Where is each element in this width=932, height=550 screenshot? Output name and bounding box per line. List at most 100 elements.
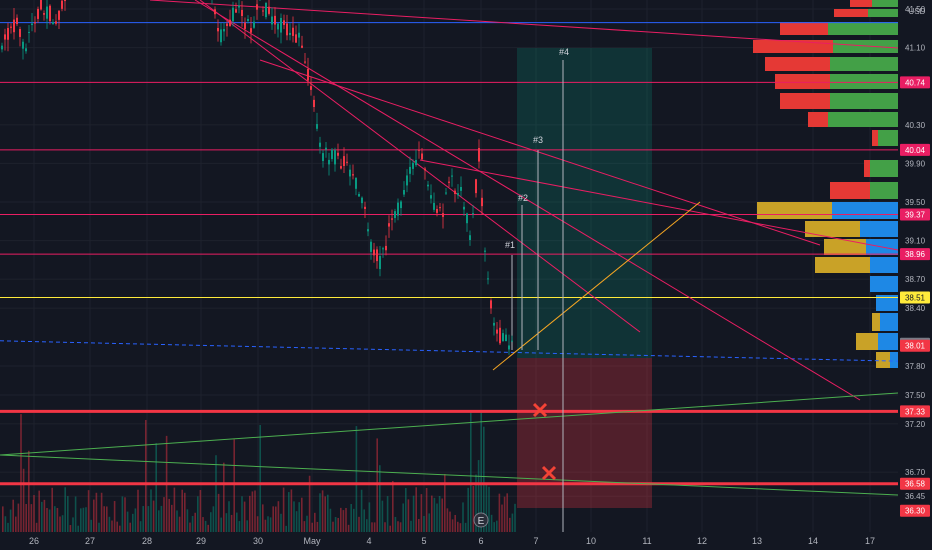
volume-bar xyxy=(189,522,191,532)
time-axis-label: May xyxy=(303,536,321,546)
volume-bar xyxy=(301,497,303,532)
candle-body xyxy=(439,207,441,209)
volume-bar xyxy=(407,499,410,532)
volume-bar xyxy=(215,455,217,532)
position-zones xyxy=(517,48,652,508)
volume-bar xyxy=(379,465,381,532)
profile-bar-down xyxy=(834,9,868,17)
price-axis[interactable]: USD42.0041.5041.1040.3039.9039.5039.1038… xyxy=(898,0,932,550)
volume-bar xyxy=(267,516,269,532)
volume-bar xyxy=(56,507,59,532)
volume-bar xyxy=(389,525,391,532)
volume-bar xyxy=(48,509,51,532)
profile-bar-up xyxy=(868,9,898,17)
volume-bar xyxy=(467,487,469,532)
volume-bar xyxy=(191,515,194,532)
volume-bar xyxy=(220,517,222,532)
profile-bar-up xyxy=(830,57,898,71)
volume-bar xyxy=(243,501,246,532)
candle-body xyxy=(55,21,57,24)
volume-bar xyxy=(210,512,212,532)
candle-body xyxy=(238,5,240,8)
volume-bar xyxy=(355,426,358,532)
profile-bar-blue xyxy=(860,221,898,237)
profile-bar-gold xyxy=(872,313,880,331)
volume-bar xyxy=(163,497,165,532)
volume-bar xyxy=(451,519,454,532)
candle-body xyxy=(367,229,369,232)
volume-bar xyxy=(392,481,394,532)
candle-body xyxy=(256,4,258,10)
profile-bar-gold xyxy=(824,239,866,255)
candle-body xyxy=(361,197,363,204)
volume-bar xyxy=(410,520,412,532)
volume-bar xyxy=(100,492,103,532)
volume-bar xyxy=(285,525,287,532)
trend-line[interactable] xyxy=(0,454,899,496)
volume-bar xyxy=(483,426,485,532)
volume-bar xyxy=(384,522,386,532)
volume-bar xyxy=(324,496,326,532)
candle-body xyxy=(295,34,297,43)
trend-line[interactable] xyxy=(419,159,899,251)
volume-bar xyxy=(269,517,272,532)
candle-body xyxy=(496,329,498,334)
trend-line[interactable] xyxy=(0,392,899,456)
volume-bar xyxy=(373,522,376,532)
volume-bar xyxy=(366,519,368,532)
candle-body xyxy=(457,193,459,196)
trend-lines[interactable] xyxy=(0,0,899,550)
volume-bar xyxy=(25,503,27,532)
candle-body xyxy=(484,250,486,252)
trend-line[interactable] xyxy=(259,59,821,246)
volume-bar xyxy=(204,520,207,532)
profit-zone xyxy=(517,48,652,358)
axis-tick-label: 37.80 xyxy=(905,362,926,371)
time-axis-label: 4 xyxy=(366,536,371,546)
volume-bar xyxy=(126,511,129,532)
profile-bar-up xyxy=(828,22,898,35)
volume-bar xyxy=(30,504,33,532)
volume-bar xyxy=(85,507,87,532)
axis-tick-label: 36.70 xyxy=(905,468,926,477)
candle-body xyxy=(346,161,348,163)
annotations: #1 #2 #3 #4 E xyxy=(473,47,569,528)
trend-line[interactable] xyxy=(199,0,641,333)
profile-bar-blue xyxy=(870,257,898,273)
trend-line[interactable] xyxy=(492,201,701,371)
candle-body xyxy=(415,159,417,166)
candle-body xyxy=(325,147,327,150)
profile-bar-up xyxy=(830,93,898,109)
candle-body xyxy=(262,10,264,12)
volume-bar xyxy=(246,520,248,532)
time-axis-label: 5 xyxy=(421,536,426,546)
profile-bar-down xyxy=(850,0,872,7)
volume-bar xyxy=(168,498,170,532)
candle-body xyxy=(292,27,294,36)
profile-bar-gold xyxy=(876,352,890,368)
time-axis[interactable]: 26 27 28 29 30 May 4 5 6 7 10 11 12 13 14 17 xyxy=(0,532,898,550)
candle-body xyxy=(22,41,24,49)
volume-bar xyxy=(319,493,321,532)
candle-body xyxy=(370,241,372,252)
dashed-level-line[interactable] xyxy=(0,340,899,362)
candle-body xyxy=(373,249,375,256)
volume-bar xyxy=(223,462,225,532)
profile-bar-up xyxy=(828,112,898,127)
candle-body xyxy=(421,153,423,160)
volume-bar xyxy=(386,496,389,532)
volume-bar xyxy=(241,496,243,532)
volume-bar xyxy=(444,473,446,532)
horizontal-levels[interactable] xyxy=(0,0,899,486)
candle-body xyxy=(466,213,468,224)
volume-bar xyxy=(350,504,352,532)
candle-body xyxy=(1,45,3,50)
profile-bar-up xyxy=(872,0,898,7)
axis-background xyxy=(898,0,932,550)
trend-line[interactable] xyxy=(194,0,861,401)
candle-body xyxy=(34,22,36,24)
earnings-icon[interactable] xyxy=(473,512,489,528)
volume-bar xyxy=(87,490,90,532)
